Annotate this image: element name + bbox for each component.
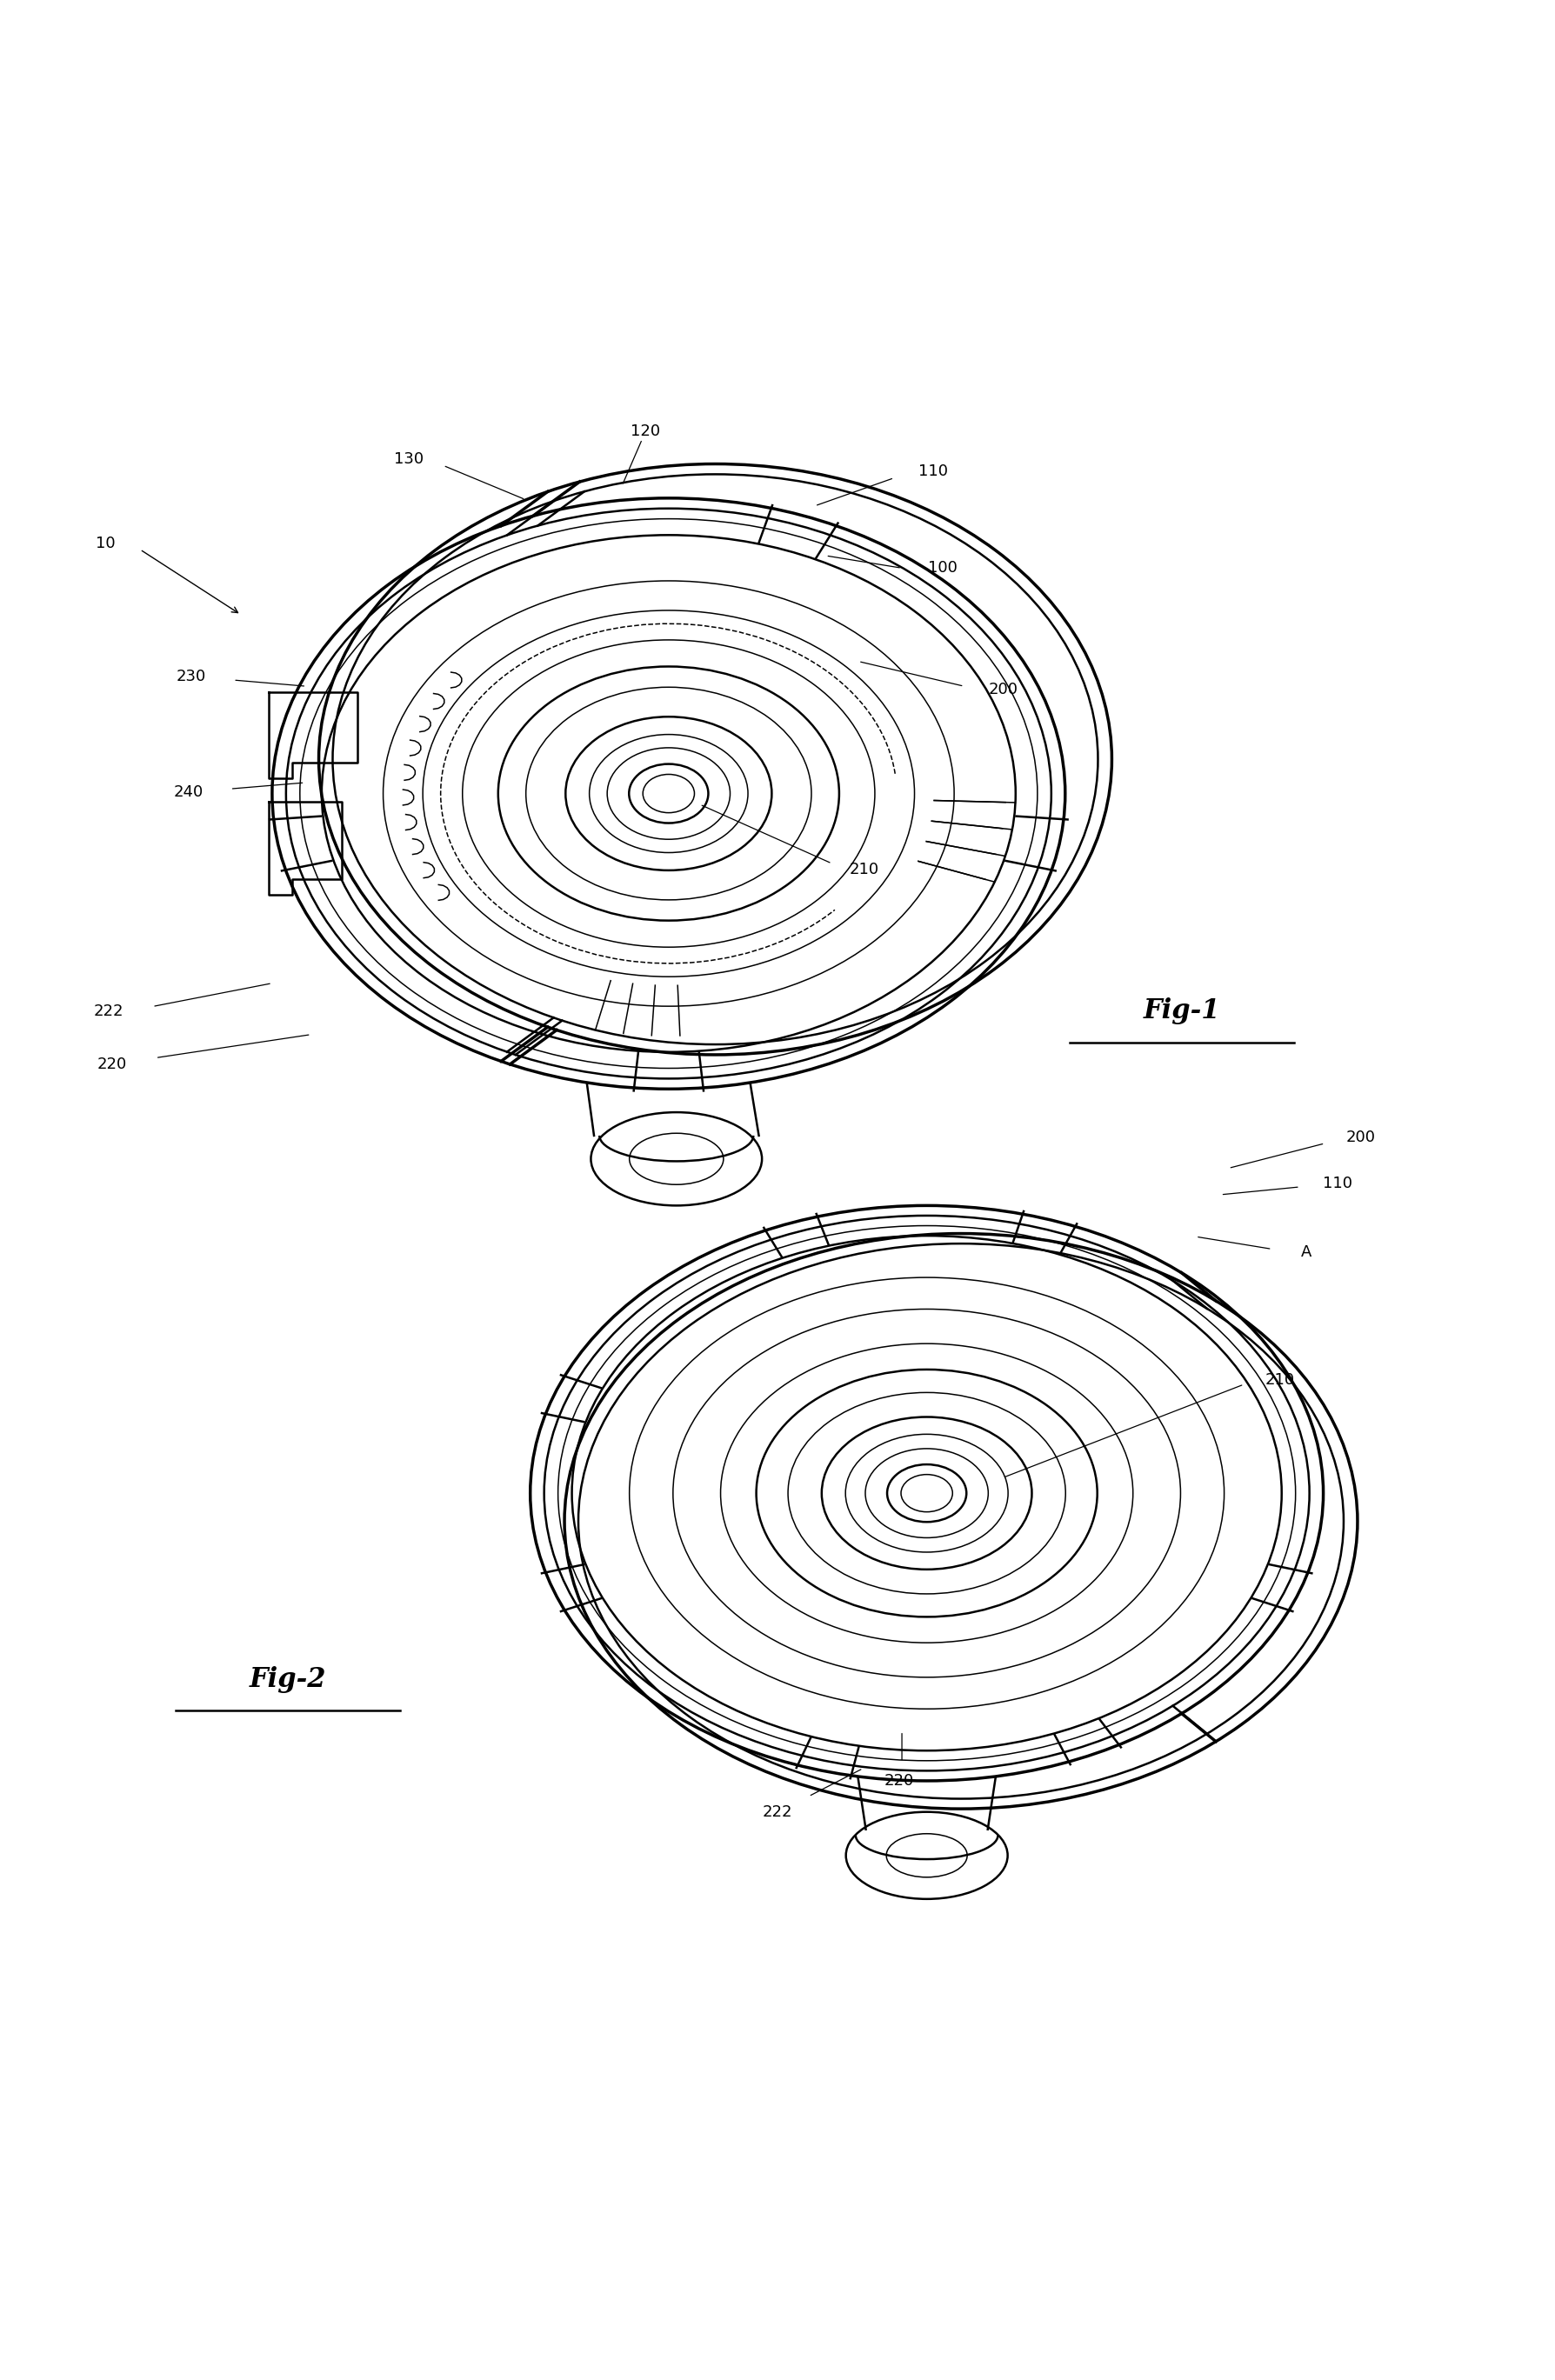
- Text: 230: 230: [176, 669, 207, 685]
- Text: 222: 222: [93, 1004, 124, 1019]
- Text: 210: 210: [1264, 1371, 1295, 1388]
- Text: 200: 200: [987, 681, 1019, 697]
- Text: 200: 200: [1345, 1130, 1376, 1145]
- Text: 110: 110: [1322, 1176, 1353, 1192]
- Text: 240: 240: [173, 783, 204, 800]
- Text: 110: 110: [917, 464, 949, 478]
- Text: 220: 220: [883, 1773, 914, 1790]
- Text: 210: 210: [849, 862, 880, 878]
- Text: 222: 222: [762, 1804, 793, 1821]
- Text: Fig-1: Fig-1: [1143, 997, 1221, 1026]
- Text: 220: 220: [96, 1057, 128, 1071]
- Text: 120: 120: [630, 424, 661, 438]
- Text: A: A: [1302, 1245, 1311, 1259]
- Text: 100: 100: [928, 559, 956, 576]
- Text: 130: 130: [393, 452, 425, 466]
- Text: Fig-2: Fig-2: [249, 1666, 327, 1692]
- Text: 10: 10: [96, 536, 115, 552]
